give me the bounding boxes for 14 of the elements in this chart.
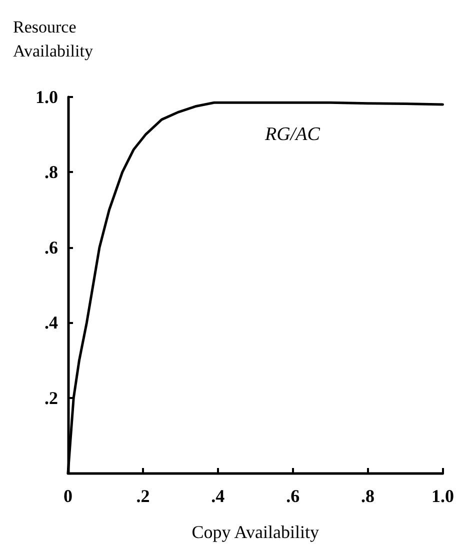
y-tick-label: .6 bbox=[44, 237, 58, 258]
x-tick-label: 1.0 bbox=[432, 486, 454, 506]
y-axis-title: Resource Availability bbox=[13, 18, 94, 60]
x-tick-label: .8 bbox=[361, 486, 375, 506]
annotation: RG/AC bbox=[264, 124, 320, 145]
y-tick-label: .4 bbox=[44, 312, 58, 333]
x-tick-label: 0 bbox=[64, 486, 72, 506]
x-tick-label: .4 bbox=[211, 486, 225, 506]
y-tick-label: 1.0 bbox=[36, 87, 58, 107]
y-tick-label: .8 bbox=[44, 162, 58, 182]
x-axis-title: Copy Availability bbox=[192, 522, 319, 542]
x-tick-label: .2 bbox=[136, 486, 150, 506]
y-tick-label: .2 bbox=[44, 388, 58, 408]
x-tick-label: .6 bbox=[286, 486, 300, 506]
